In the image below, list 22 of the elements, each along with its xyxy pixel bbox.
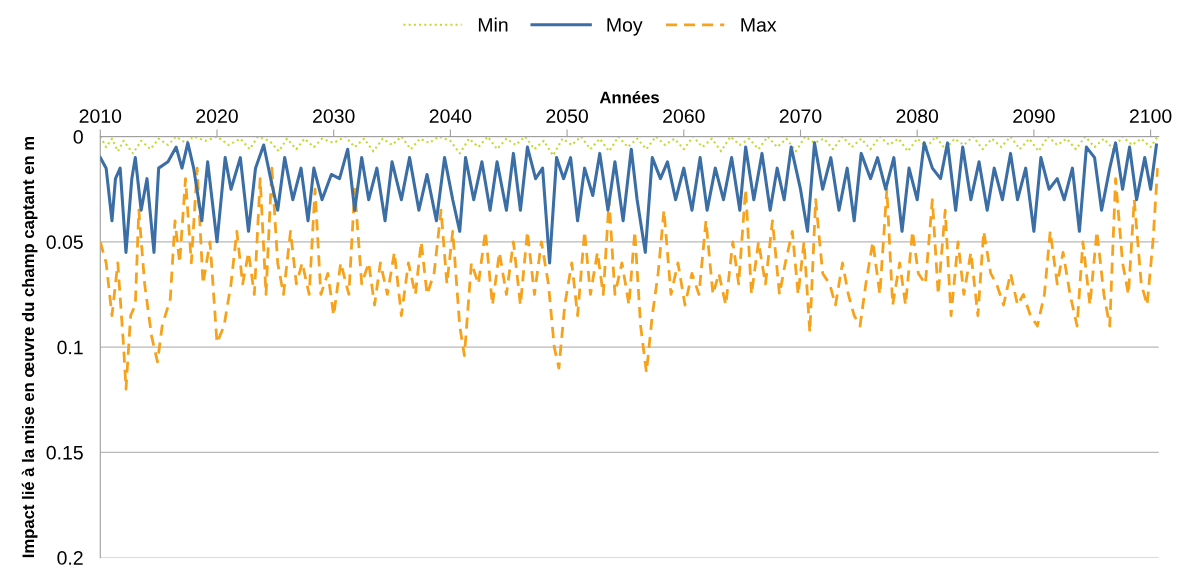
x-axis-title: Années bbox=[599, 90, 659, 104]
x-tick-label: 2080 bbox=[896, 109, 939, 123]
x-tick-label: 2030 bbox=[313, 109, 355, 123]
y-tick-label: 0 bbox=[73, 130, 83, 144]
legend-label: Min bbox=[478, 17, 508, 32]
line-series bbox=[100, 141, 1158, 265]
y-tick-label: 0.15 bbox=[46, 445, 83, 460]
x-tick-label: 2010 bbox=[79, 109, 122, 123]
y-tick-label: 0.05 bbox=[46, 235, 83, 250]
x-tick-label: 2050 bbox=[546, 109, 588, 123]
x-tick-label: 2060 bbox=[663, 109, 705, 123]
y-tick-label: 0.1 bbox=[57, 340, 83, 355]
x-tick-label: 2100 bbox=[1129, 109, 1172, 123]
y-tick-label: 0.2 bbox=[57, 551, 83, 565]
y-axis-title: Impact lié à la mise en œuvre du champ captant en m bbox=[21, 136, 38, 558]
x-tick-label: 2090 bbox=[1013, 109, 1055, 123]
x-tick-label: 2070 bbox=[779, 109, 822, 123]
legend-label: Moy bbox=[607, 18, 643, 36]
legend-label: Max bbox=[741, 18, 777, 32]
x-tick-label: 2020 bbox=[196, 109, 238, 123]
line-series bbox=[100, 166, 1159, 391]
x-tick-label: 2040 bbox=[429, 109, 472, 123]
